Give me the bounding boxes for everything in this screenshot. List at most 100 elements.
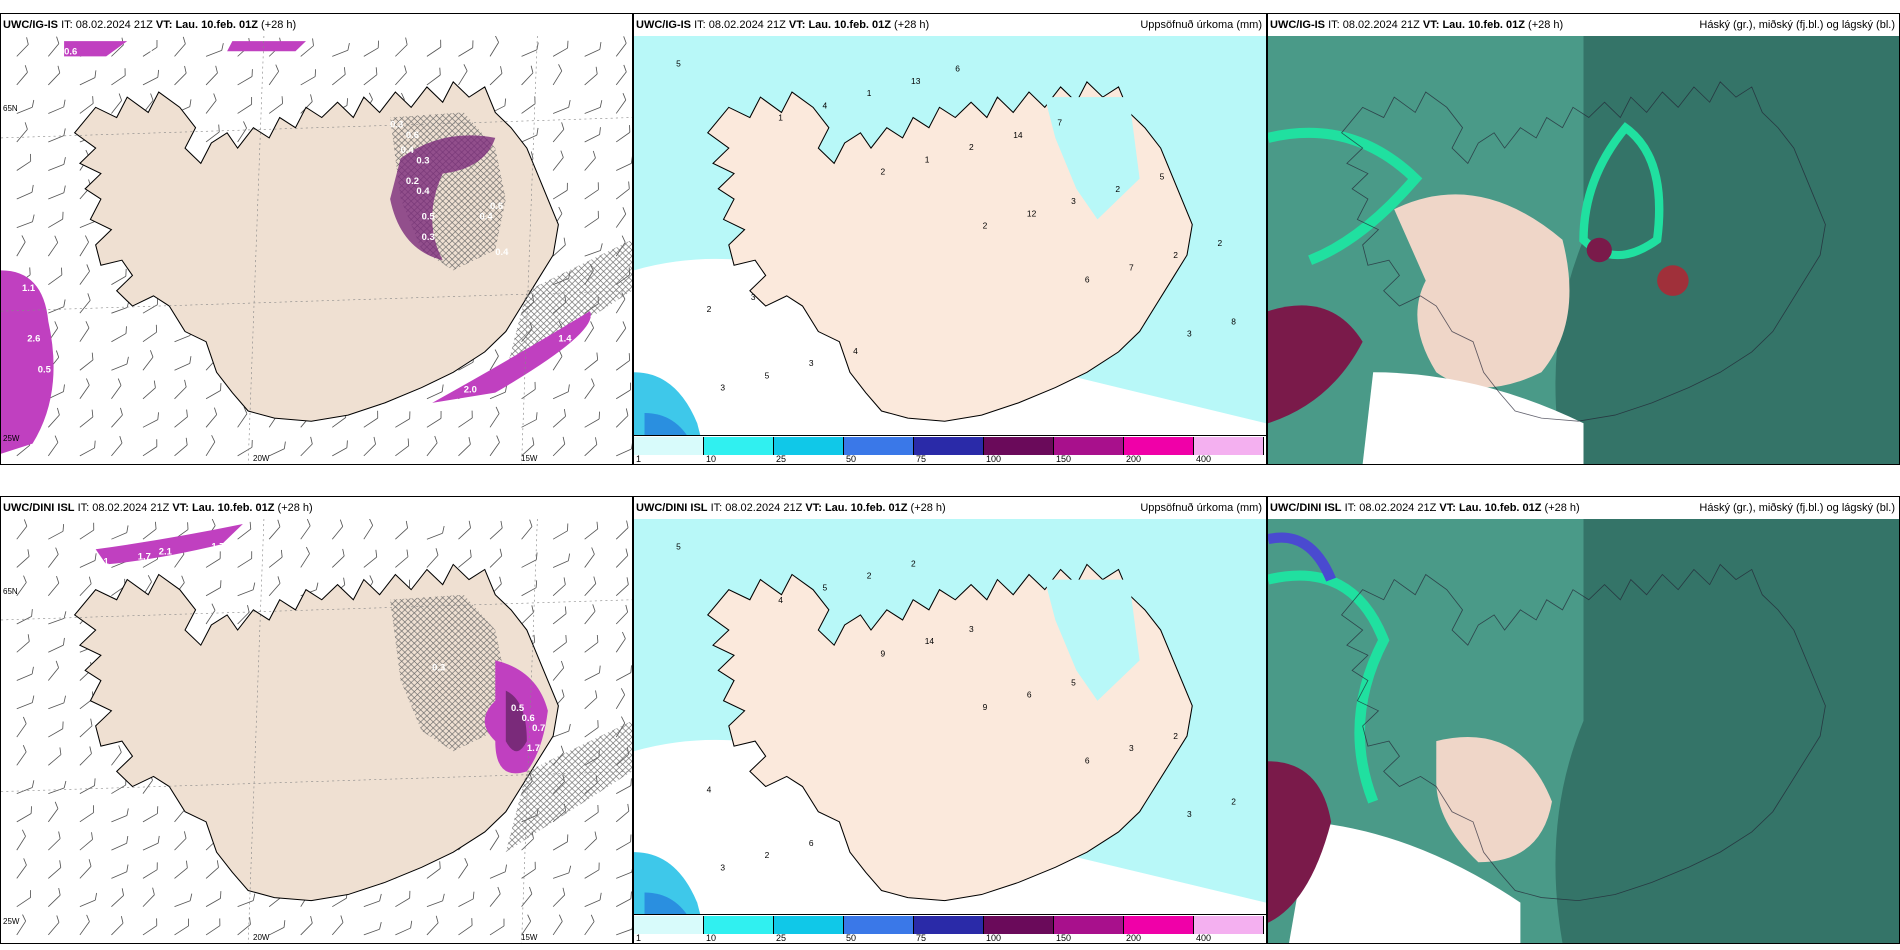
wind-barb (489, 406, 500, 428)
precip-value-label: 1 (925, 154, 930, 164)
wind-barb (205, 891, 222, 908)
colorbar-swatch (704, 916, 774, 934)
wind-barb (552, 635, 567, 653)
map-area: 0.6 1.3 0.3 0.6 0.4 0.3 0.2 0.4 0.6 0.4 0.5 0.3 0.4 1… (1, 36, 632, 464)
wind-barb (16, 184, 34, 200)
wind-barb (331, 519, 344, 540)
colorbar-swatch (1194, 916, 1264, 934)
map-area: 2.1 1.7 2.1 1.7 0.3 0.5 0.6 0.7 1.7 1.1 (1, 519, 632, 943)
wind-barb (426, 67, 441, 86)
wind-barb (426, 861, 441, 879)
wind-barb (584, 182, 599, 200)
wind-barb (584, 720, 599, 738)
wind-barb (300, 436, 313, 457)
wind-barb (174, 918, 189, 936)
wind-barb (142, 324, 158, 343)
wind-barb (552, 834, 569, 851)
precip-value-label: 3 (809, 358, 814, 368)
hatched-area (390, 594, 506, 752)
it-label: IT: (694, 19, 706, 31)
vt-value: Lau. 10.feb. 01Z (191, 502, 275, 514)
wind-barb (552, 723, 571, 738)
wind-barb (615, 382, 631, 400)
colorbar-tick: 50 (846, 454, 857, 464)
wind-barb (48, 611, 67, 625)
wind-barb (395, 890, 411, 908)
wind-barb (615, 36, 627, 57)
wind-barb (48, 128, 66, 143)
wind-barb (584, 634, 599, 653)
field-title: Háský (gr.), miðský (fj.bl.) og lágský (… (1699, 502, 1895, 514)
wind-barb (458, 918, 473, 936)
wind-barb (615, 207, 627, 228)
wind-barb (521, 42, 539, 57)
wind-barb (300, 38, 314, 57)
wind-barb (458, 520, 471, 540)
panel-header: UWC/DINI ISL IT: 08.02.2024 21Z VT: Lau.… (1, 497, 632, 519)
wind-barb (363, 410, 379, 428)
wind-barb (79, 832, 93, 851)
wind-barb (16, 609, 33, 625)
precip-value-label: 1.1 (537, 758, 550, 768)
colorbar-swatch (1124, 916, 1194, 934)
wind-barb (489, 384, 508, 400)
wind-barb (300, 69, 316, 86)
precip-value-label: 0.3 (432, 663, 445, 673)
cloud-free (1289, 821, 1521, 943)
wind-barb (584, 576, 597, 596)
wind-barb (268, 576, 281, 596)
wind-barb (48, 211, 64, 228)
wind-barb (552, 660, 565, 681)
wind-barb (16, 153, 32, 171)
wind-barb (205, 407, 218, 428)
colorbar-tick: 10 (706, 454, 717, 464)
wind-barb (363, 922, 382, 936)
precip-value-label: 4 (707, 786, 712, 795)
precip-value-label: 6 (1085, 756, 1090, 765)
longitude-label: 20W (253, 933, 270, 942)
wind-barb (331, 548, 345, 568)
precip-value-label: 2.1 (96, 557, 109, 567)
precip-value-label: 0.4 (416, 186, 430, 196)
colorbar-tick: 150 (1056, 454, 1072, 464)
cloud-area (1268, 761, 1332, 923)
wind-barb (395, 438, 410, 457)
wind-barb (205, 65, 218, 86)
vt-label: VT: (1422, 19, 1440, 31)
wind-barb (205, 93, 217, 114)
wind-barb (426, 384, 444, 400)
panel-header: UWC/DINI ISL IT: 08.02.2024 21Z VT: Lau.… (634, 497, 1266, 519)
precip-value-label: 0.7 (532, 723, 545, 733)
wind-barb (489, 349, 499, 371)
precip-value-label: 6 (1085, 275, 1090, 285)
it-label: IT: (77, 502, 90, 514)
wind-barb (584, 243, 603, 257)
wind-barb (458, 410, 473, 428)
wind-barb (111, 888, 124, 907)
it-label: IT: (1328, 19, 1340, 31)
cloud-free (1394, 194, 1570, 388)
wind-barb (489, 520, 503, 540)
wind-barb (363, 67, 378, 86)
precip-value-label: 7 (1057, 118, 1062, 128)
wind-barb (111, 525, 129, 540)
precip-value-label: 0.6 (64, 46, 77, 56)
colorbar-swatch (1054, 916, 1124, 934)
wind-barb (489, 435, 500, 457)
wind-barb (79, 321, 90, 342)
wind-barb (552, 384, 570, 400)
latitude-label: 25W (3, 434, 20, 443)
wind-barb (521, 519, 533, 540)
colorbar-tick: 400 (1196, 933, 1212, 943)
precip-value-label: 9 (983, 703, 988, 712)
map-panel-6: UWC/DINI ISL IT: 08.02.2024 21Z VT: Lau.… (1267, 496, 1900, 944)
colorbar-tick: 400 (1196, 454, 1212, 464)
wind-barb (584, 127, 601, 143)
wind-barb (79, 293, 91, 314)
wind-barb (584, 321, 594, 342)
precip-area (505, 690, 527, 752)
wind-barb (174, 409, 188, 428)
precip-value-label: 1.1 (22, 283, 35, 293)
precip-value-label: 12 (1027, 209, 1037, 219)
vt-value: Lau. 10.feb. 01Z (1442, 19, 1525, 31)
